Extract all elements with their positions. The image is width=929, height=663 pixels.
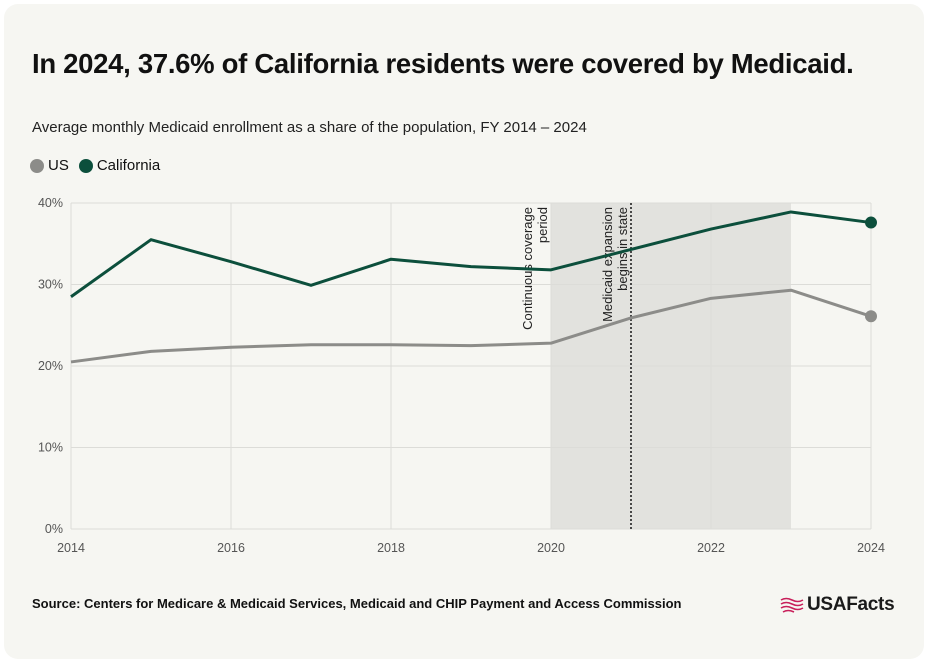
endpoint-marker-california bbox=[865, 216, 877, 229]
chart-card: In 2024, 37.6% of California residents w… bbox=[4, 4, 924, 659]
x-tick-label: 2020 bbox=[537, 541, 565, 555]
chart-subtitle: Average monthly Medicaid enrollment as a… bbox=[32, 119, 587, 136]
y-tick-label: 30% bbox=[38, 278, 63, 292]
legend-item-us: US bbox=[30, 157, 69, 174]
y-tick-label: 20% bbox=[38, 359, 63, 373]
annotation-expansion-line2: begins in state bbox=[615, 207, 630, 291]
usafacts-logo: USAFacts bbox=[780, 594, 895, 616]
y-tick-label: 40% bbox=[38, 196, 63, 210]
legend-label-california: California bbox=[96, 157, 161, 174]
x-tick-label: 2016 bbox=[217, 541, 245, 555]
flag-icon bbox=[780, 597, 804, 613]
series-line-california bbox=[70, 210, 872, 298]
annotation-coverage-line2: period bbox=[535, 207, 550, 243]
x-tick-label: 2014 bbox=[57, 541, 85, 555]
logo-text: USAFacts bbox=[807, 594, 895, 615]
legend-item-california: California bbox=[78, 157, 161, 174]
legend-swatch-us bbox=[30, 158, 44, 173]
series-line-us bbox=[70, 288, 872, 364]
x-tick-label: 2018 bbox=[377, 541, 405, 555]
y-tick-label: 10% bbox=[38, 441, 63, 455]
legend-label-us: US bbox=[48, 157, 69, 174]
legend: US California bbox=[30, 157, 170, 174]
legend-swatch-california bbox=[78, 158, 93, 173]
annotation-expansion-line1: Medicaid expansion bbox=[600, 207, 615, 322]
chart-title: In 2024, 37.6% of California residents w… bbox=[32, 48, 854, 79]
line-chart: 0%10%20%30%40%2014 2016 2018 2020 2022 2024Co… bbox=[38, 196, 885, 555]
y-tick-label: 0% bbox=[45, 522, 63, 536]
endpoint-marker-us bbox=[865, 310, 877, 323]
source-note: Source: Centers for Medicare & Medicaid … bbox=[32, 596, 682, 611]
x-tick-label: 2022 bbox=[697, 541, 725, 555]
x-tick-label: 2024 bbox=[857, 541, 885, 555]
